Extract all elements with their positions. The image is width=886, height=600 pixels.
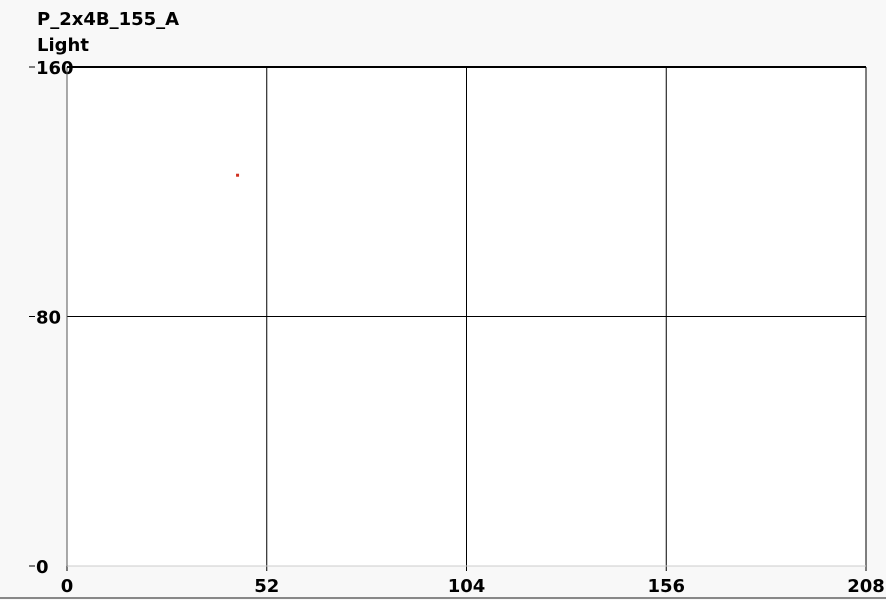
y-tick-label: 0 (36, 557, 49, 578)
y-tick-label: 80 (36, 308, 61, 329)
y-tick-label: 160 (36, 58, 74, 79)
chart-subtitle: Light (37, 35, 89, 56)
bottom-border (0, 597, 886, 599)
x-tick-label: 52 (254, 576, 279, 597)
x-tick-label: 156 (647, 576, 685, 597)
chart-title: P_2x4B_155_A (37, 9, 180, 30)
x-tick-label: 104 (448, 576, 486, 597)
x-tick-label: 208 (847, 576, 885, 597)
data-point (236, 173, 240, 177)
x-tick-label: 0 (61, 576, 74, 597)
